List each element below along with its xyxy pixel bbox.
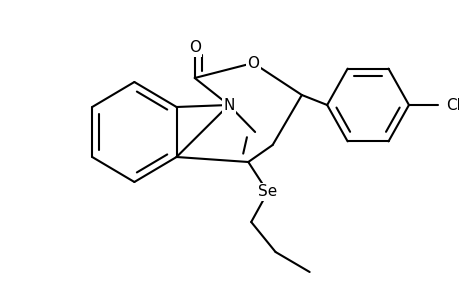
Text: O: O bbox=[188, 40, 200, 56]
Text: Se: Se bbox=[257, 184, 277, 200]
Text: N: N bbox=[223, 98, 234, 112]
Text: O: O bbox=[246, 56, 258, 70]
Text: Cl: Cl bbox=[445, 98, 459, 112]
